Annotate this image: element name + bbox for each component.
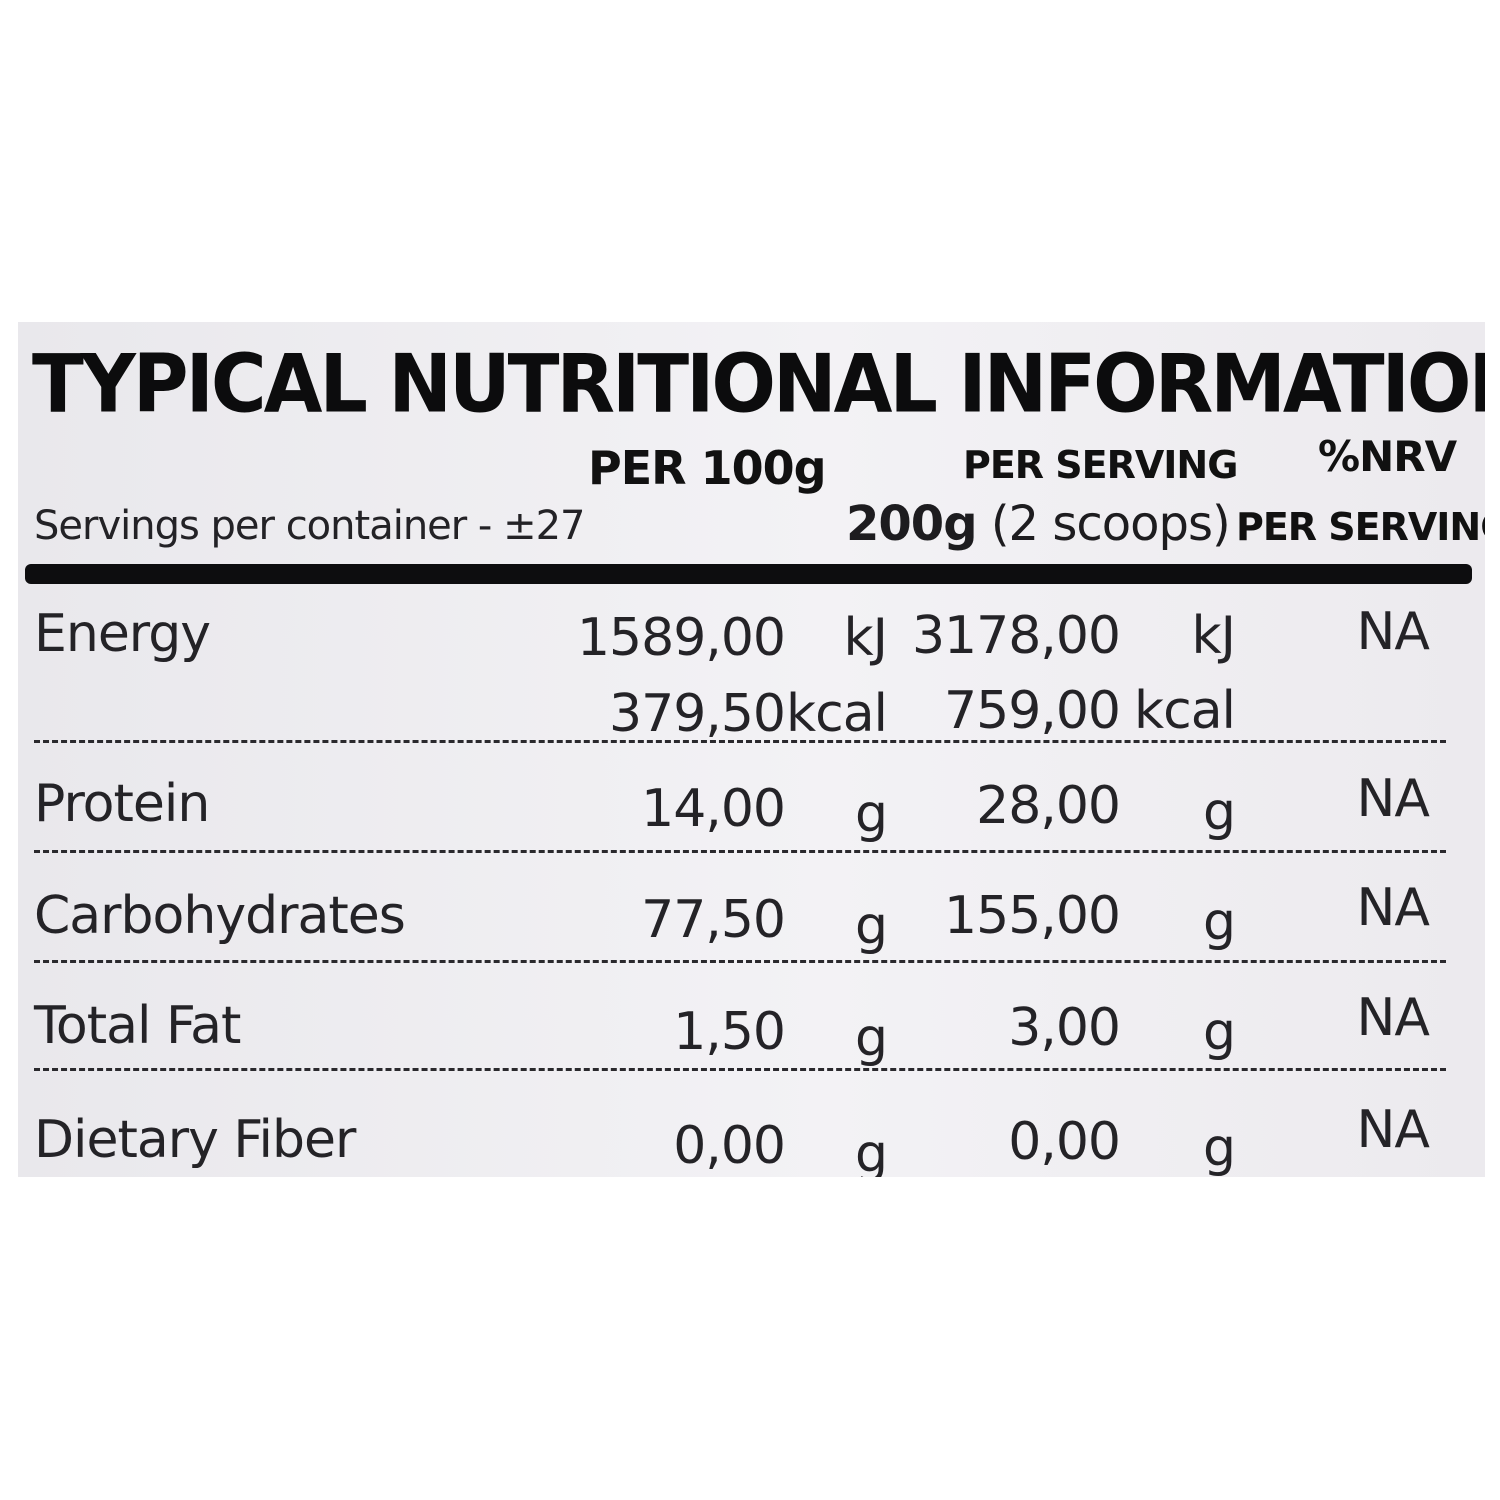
row-protein-unit100: g (854, 784, 888, 844)
row-energy-name: Energy (34, 604, 211, 664)
row-carbohydrates-nrv: NA (1356, 878, 1430, 938)
row-carbohydrates-perserv: 155,00 (944, 886, 1121, 946)
row-total-fat-unit100: g (854, 1008, 888, 1068)
row-dietary-fiber-per100: 0,00 (673, 1116, 786, 1176)
row-divider (34, 740, 1446, 743)
row-divider (34, 1068, 1446, 1071)
row-divider (34, 960, 1446, 963)
serving-size: 200g (2 scoops) (846, 494, 1231, 554)
row-energy-nrv: NA (1356, 602, 1430, 662)
header-nrv: %NRV (1318, 432, 1457, 481)
row-energy-kcal-unitserv: kcal (1133, 681, 1236, 741)
row-total-fat-unitserv: g (1202, 1002, 1236, 1062)
row-carbohydrates-unitserv: g (1202, 892, 1236, 952)
row-dietary-fiber-perserv: 0,00 (1008, 1112, 1121, 1172)
row-carbohydrates-name: Carbohydrates (34, 886, 406, 946)
row-energy-unitserv: kJ (1191, 606, 1236, 666)
row-protein-nrv: NA (1356, 769, 1430, 829)
header-rule (25, 564, 1472, 584)
row-energy-perserv: 3178,00 (911, 606, 1121, 666)
row-total-fat-nrv: NA (1356, 988, 1430, 1048)
row-energy-per100: 1589,00 (576, 608, 786, 668)
row-protein-unitserv: g (1202, 782, 1236, 842)
nutrition-label: TYPICAL NUTRITIONAL INFORMATION PER 100g… (18, 322, 1485, 1177)
row-protein-name: Protein (34, 774, 210, 834)
header-nrv-per-serving: PER SERVING (1236, 505, 1485, 549)
serving-size-scoops: (2 scoops) (976, 496, 1231, 552)
row-protein-per100: 14,00 (641, 779, 786, 839)
row-protein-perserv: 28,00 (976, 776, 1121, 836)
row-carbohydrates-unit100: g (854, 896, 888, 956)
servings-per-container: Servings per container - ±27 (34, 503, 585, 549)
row-total-fat-name: Total Fat (34, 996, 241, 1056)
row-energy-unit100: kJ (843, 608, 888, 668)
label-title: TYPICAL NUTRITIONAL INFORMATION (32, 336, 1485, 431)
row-dietary-fiber-name: Dietary Fiber (34, 1110, 356, 1170)
row-divider (34, 850, 1446, 853)
row-energy-kcal-unit100: kcal (785, 684, 888, 744)
row-energy-kcal-perserv: 759,00 (944, 681, 1121, 741)
row-carbohydrates-per100: 77,50 (641, 890, 786, 950)
row-dietary-fiber-nrv: NA (1356, 1100, 1430, 1160)
row-dietary-fiber-unitserv: g (1202, 1118, 1236, 1177)
row-dietary-fiber-unit100: g (854, 1124, 888, 1177)
row-energy-kcal-per100: 379,50 (609, 684, 786, 744)
header-per-100g: PER 100g (588, 441, 827, 495)
header-per-serving: PER SERVING (963, 443, 1238, 487)
row-total-fat-perserv: 3,00 (1008, 998, 1121, 1058)
row-total-fat-per100: 1,50 (673, 1002, 786, 1062)
serving-size-weight: 200g (846, 496, 978, 552)
